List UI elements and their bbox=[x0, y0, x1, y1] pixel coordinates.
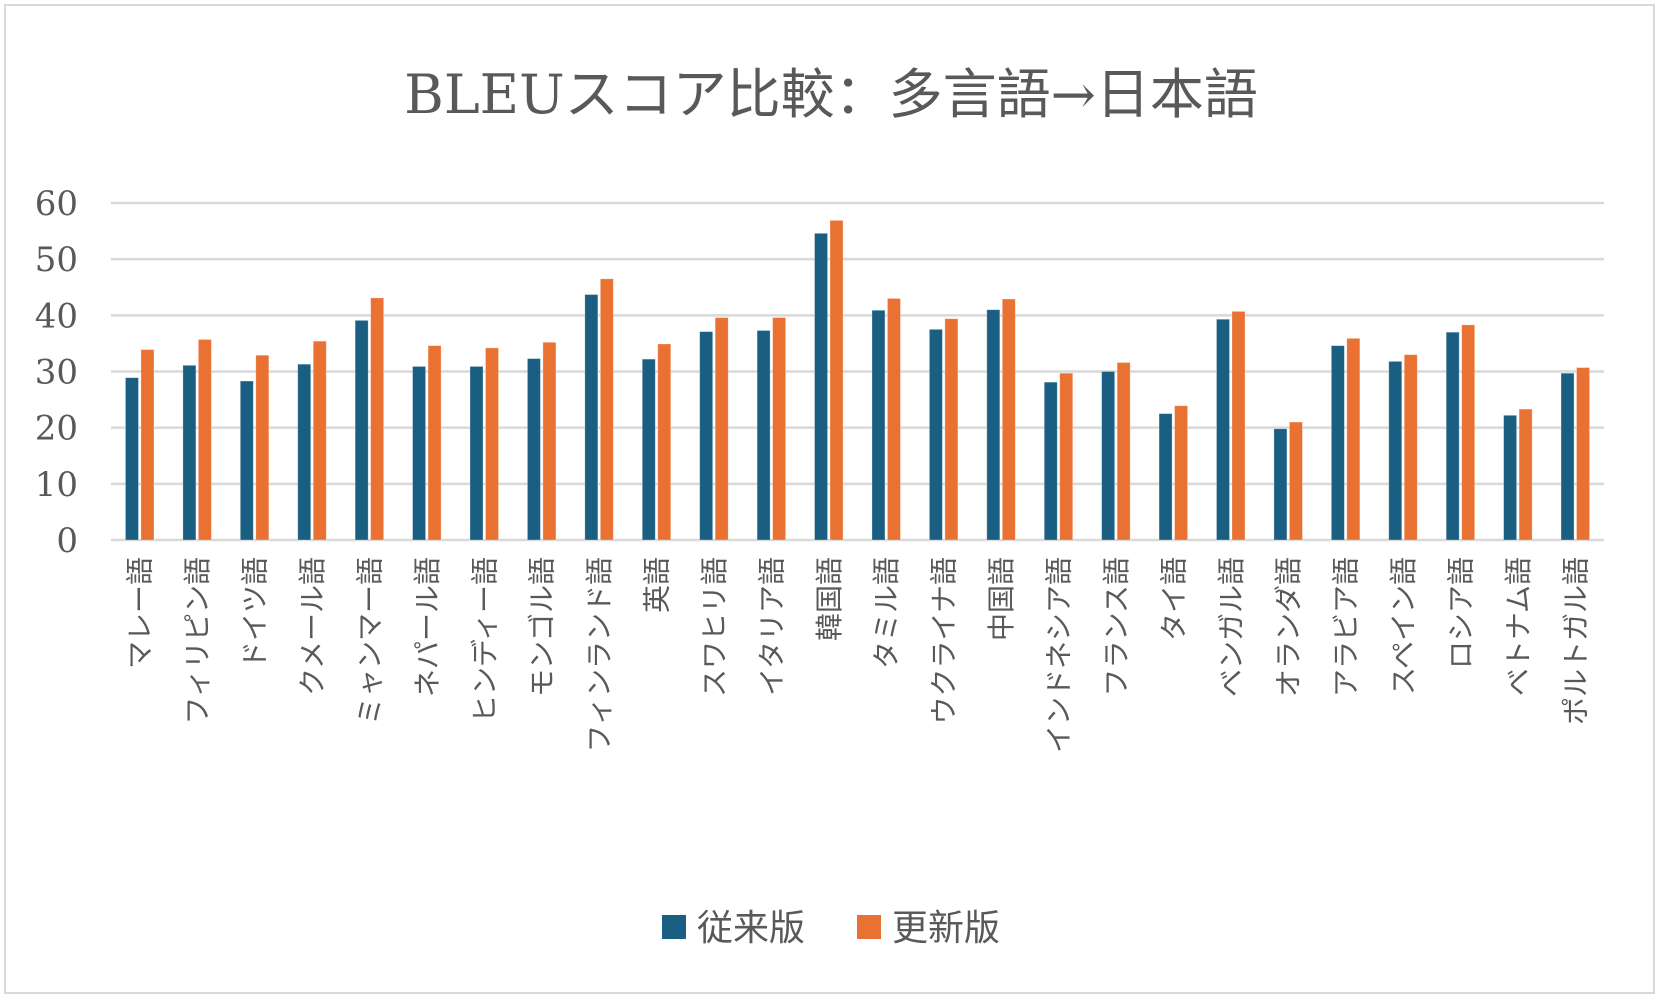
bar-new-25 bbox=[1576, 367, 1590, 541]
bar-new-14 bbox=[944, 318, 959, 541]
x-category-label: ベトナム語 bbox=[1502, 557, 1535, 696]
bar-old-2 bbox=[239, 380, 254, 541]
bar-old-1 bbox=[182, 364, 197, 541]
bar-new-16 bbox=[1059, 372, 1074, 541]
bar-old-22 bbox=[1388, 360, 1403, 541]
x-category-label: ネパール語 bbox=[411, 557, 444, 697]
bar-new-2 bbox=[255, 354, 270, 541]
bar-new-18 bbox=[1174, 405, 1188, 541]
x-category-label: クメール語 bbox=[296, 557, 329, 696]
x-category-label: ロシア語 bbox=[1444, 557, 1477, 669]
x-category-label: ヒンディー語 bbox=[468, 557, 501, 723]
y-tick-label: 20 bbox=[35, 409, 78, 449]
x-category-label: タミル語 bbox=[870, 557, 903, 669]
x-category-label: 韓国語 bbox=[813, 557, 846, 641]
bar-old-16 bbox=[1043, 381, 1058, 541]
x-category-label: ドイツ語 bbox=[239, 557, 272, 669]
bar-old-24 bbox=[1503, 414, 1518, 541]
bar-old-4 bbox=[354, 319, 369, 541]
gridlines bbox=[111, 201, 1604, 542]
x-category-label: ポルトガル語 bbox=[1559, 557, 1592, 725]
bar-old-17 bbox=[1101, 371, 1116, 541]
bar-new-24 bbox=[1518, 408, 1533, 541]
bar-new-13 bbox=[887, 298, 901, 541]
bar-new-8 bbox=[599, 278, 614, 541]
bar-new-12 bbox=[829, 220, 844, 541]
legend-label-old: 従来版 bbox=[697, 908, 805, 949]
x-category-label: アラビア語 bbox=[1330, 557, 1363, 697]
legend-label-new: 更新版 bbox=[892, 908, 1000, 949]
bar-old-12 bbox=[814, 232, 828, 541]
bar-old-6 bbox=[469, 366, 484, 541]
x-category-label: マレー語 bbox=[124, 557, 157, 669]
y-tick-label: 10 bbox=[35, 465, 78, 505]
y-tick-label: 40 bbox=[35, 296, 78, 336]
y-tick-label: 60 bbox=[35, 184, 78, 224]
y-axis-tick-labels: 0 10 20 30 40 50 60 bbox=[35, 184, 78, 561]
bar-new-22 bbox=[1403, 354, 1418, 541]
bar-old-8 bbox=[584, 294, 599, 541]
x-category-label: スペイン語 bbox=[1387, 557, 1420, 695]
bar-old-13 bbox=[871, 309, 886, 541]
bar-old-21 bbox=[1330, 345, 1345, 541]
bar-new-4 bbox=[370, 297, 385, 541]
bars bbox=[125, 220, 1590, 541]
bar-new-5 bbox=[427, 345, 442, 541]
bar-new-7 bbox=[542, 341, 557, 541]
bar-old-19 bbox=[1216, 318, 1230, 541]
legend: 従来版 更新版 bbox=[662, 908, 1000, 949]
bar-old-5 bbox=[412, 366, 426, 541]
bar-new-10 bbox=[714, 317, 729, 541]
x-category-label: フィリピン語 bbox=[181, 557, 214, 724]
bar-old-7 bbox=[527, 358, 541, 541]
bar-old-3 bbox=[297, 363, 312, 541]
bar-new-6 bbox=[485, 347, 499, 541]
x-category-label: フィンランド語 bbox=[583, 557, 616, 752]
x-category-label: ウクライナ語 bbox=[928, 557, 961, 724]
x-category-label: オランダ語 bbox=[1272, 557, 1305, 697]
x-category-label: フランス語 bbox=[1100, 557, 1133, 696]
x-category-label: モンゴル語 bbox=[526, 557, 559, 697]
bar-new-21 bbox=[1346, 337, 1361, 541]
bar-old-15 bbox=[986, 309, 1001, 541]
bar-old-18 bbox=[1158, 413, 1173, 541]
x-category-label: スワヒリ語 bbox=[698, 557, 731, 697]
chart-frame bbox=[4, 4, 1655, 994]
x-axis-category-labels: マレー語 フィリピン語 ドイツ語 クメール語 ミャンマー語 ネパール語 ヒンディー語 モンゴル… bbox=[124, 557, 1593, 753]
bar-new-15 bbox=[1001, 298, 1016, 541]
bar-old-20 bbox=[1273, 428, 1288, 541]
bar-old-23 bbox=[1445, 331, 1460, 541]
bar-old-11 bbox=[756, 330, 771, 541]
bar-old-0 bbox=[125, 377, 139, 541]
legend-swatch-old bbox=[662, 915, 686, 939]
bar-new-20 bbox=[1289, 421, 1303, 541]
chart-title: BLEUスコア比較：多言語→日本語 bbox=[404, 63, 1258, 126]
x-category-label: 英語 bbox=[641, 557, 674, 613]
x-category-label: インドネシア語 bbox=[1042, 557, 1075, 753]
bar-new-0 bbox=[140, 349, 155, 541]
y-tick-label: 30 bbox=[35, 353, 78, 393]
bar-old-10 bbox=[699, 331, 714, 541]
bar-new-9 bbox=[657, 343, 672, 541]
x-category-label: 中国語 bbox=[985, 557, 1018, 641]
y-tick-label: 0 bbox=[56, 521, 78, 561]
x-category-label: ミャンマー語 bbox=[353, 557, 386, 725]
bar-new-17 bbox=[1116, 362, 1131, 541]
bar-new-1 bbox=[197, 339, 212, 541]
bar-old-9 bbox=[641, 358, 656, 541]
bar-new-19 bbox=[1231, 311, 1246, 541]
legend-swatch-new bbox=[857, 915, 881, 939]
bar-old-25 bbox=[1560, 372, 1575, 541]
x-category-label: ベンガル語 bbox=[1215, 557, 1248, 697]
x-category-label: イタリア語 bbox=[755, 557, 788, 696]
x-category-label: タイ語 bbox=[1157, 557, 1190, 641]
bar-new-3 bbox=[312, 340, 327, 541]
bar-new-11 bbox=[772, 317, 787, 541]
bar-new-23 bbox=[1461, 324, 1476, 541]
bar-old-14 bbox=[928, 328, 943, 541]
y-tick-label: 50 bbox=[35, 240, 78, 280]
